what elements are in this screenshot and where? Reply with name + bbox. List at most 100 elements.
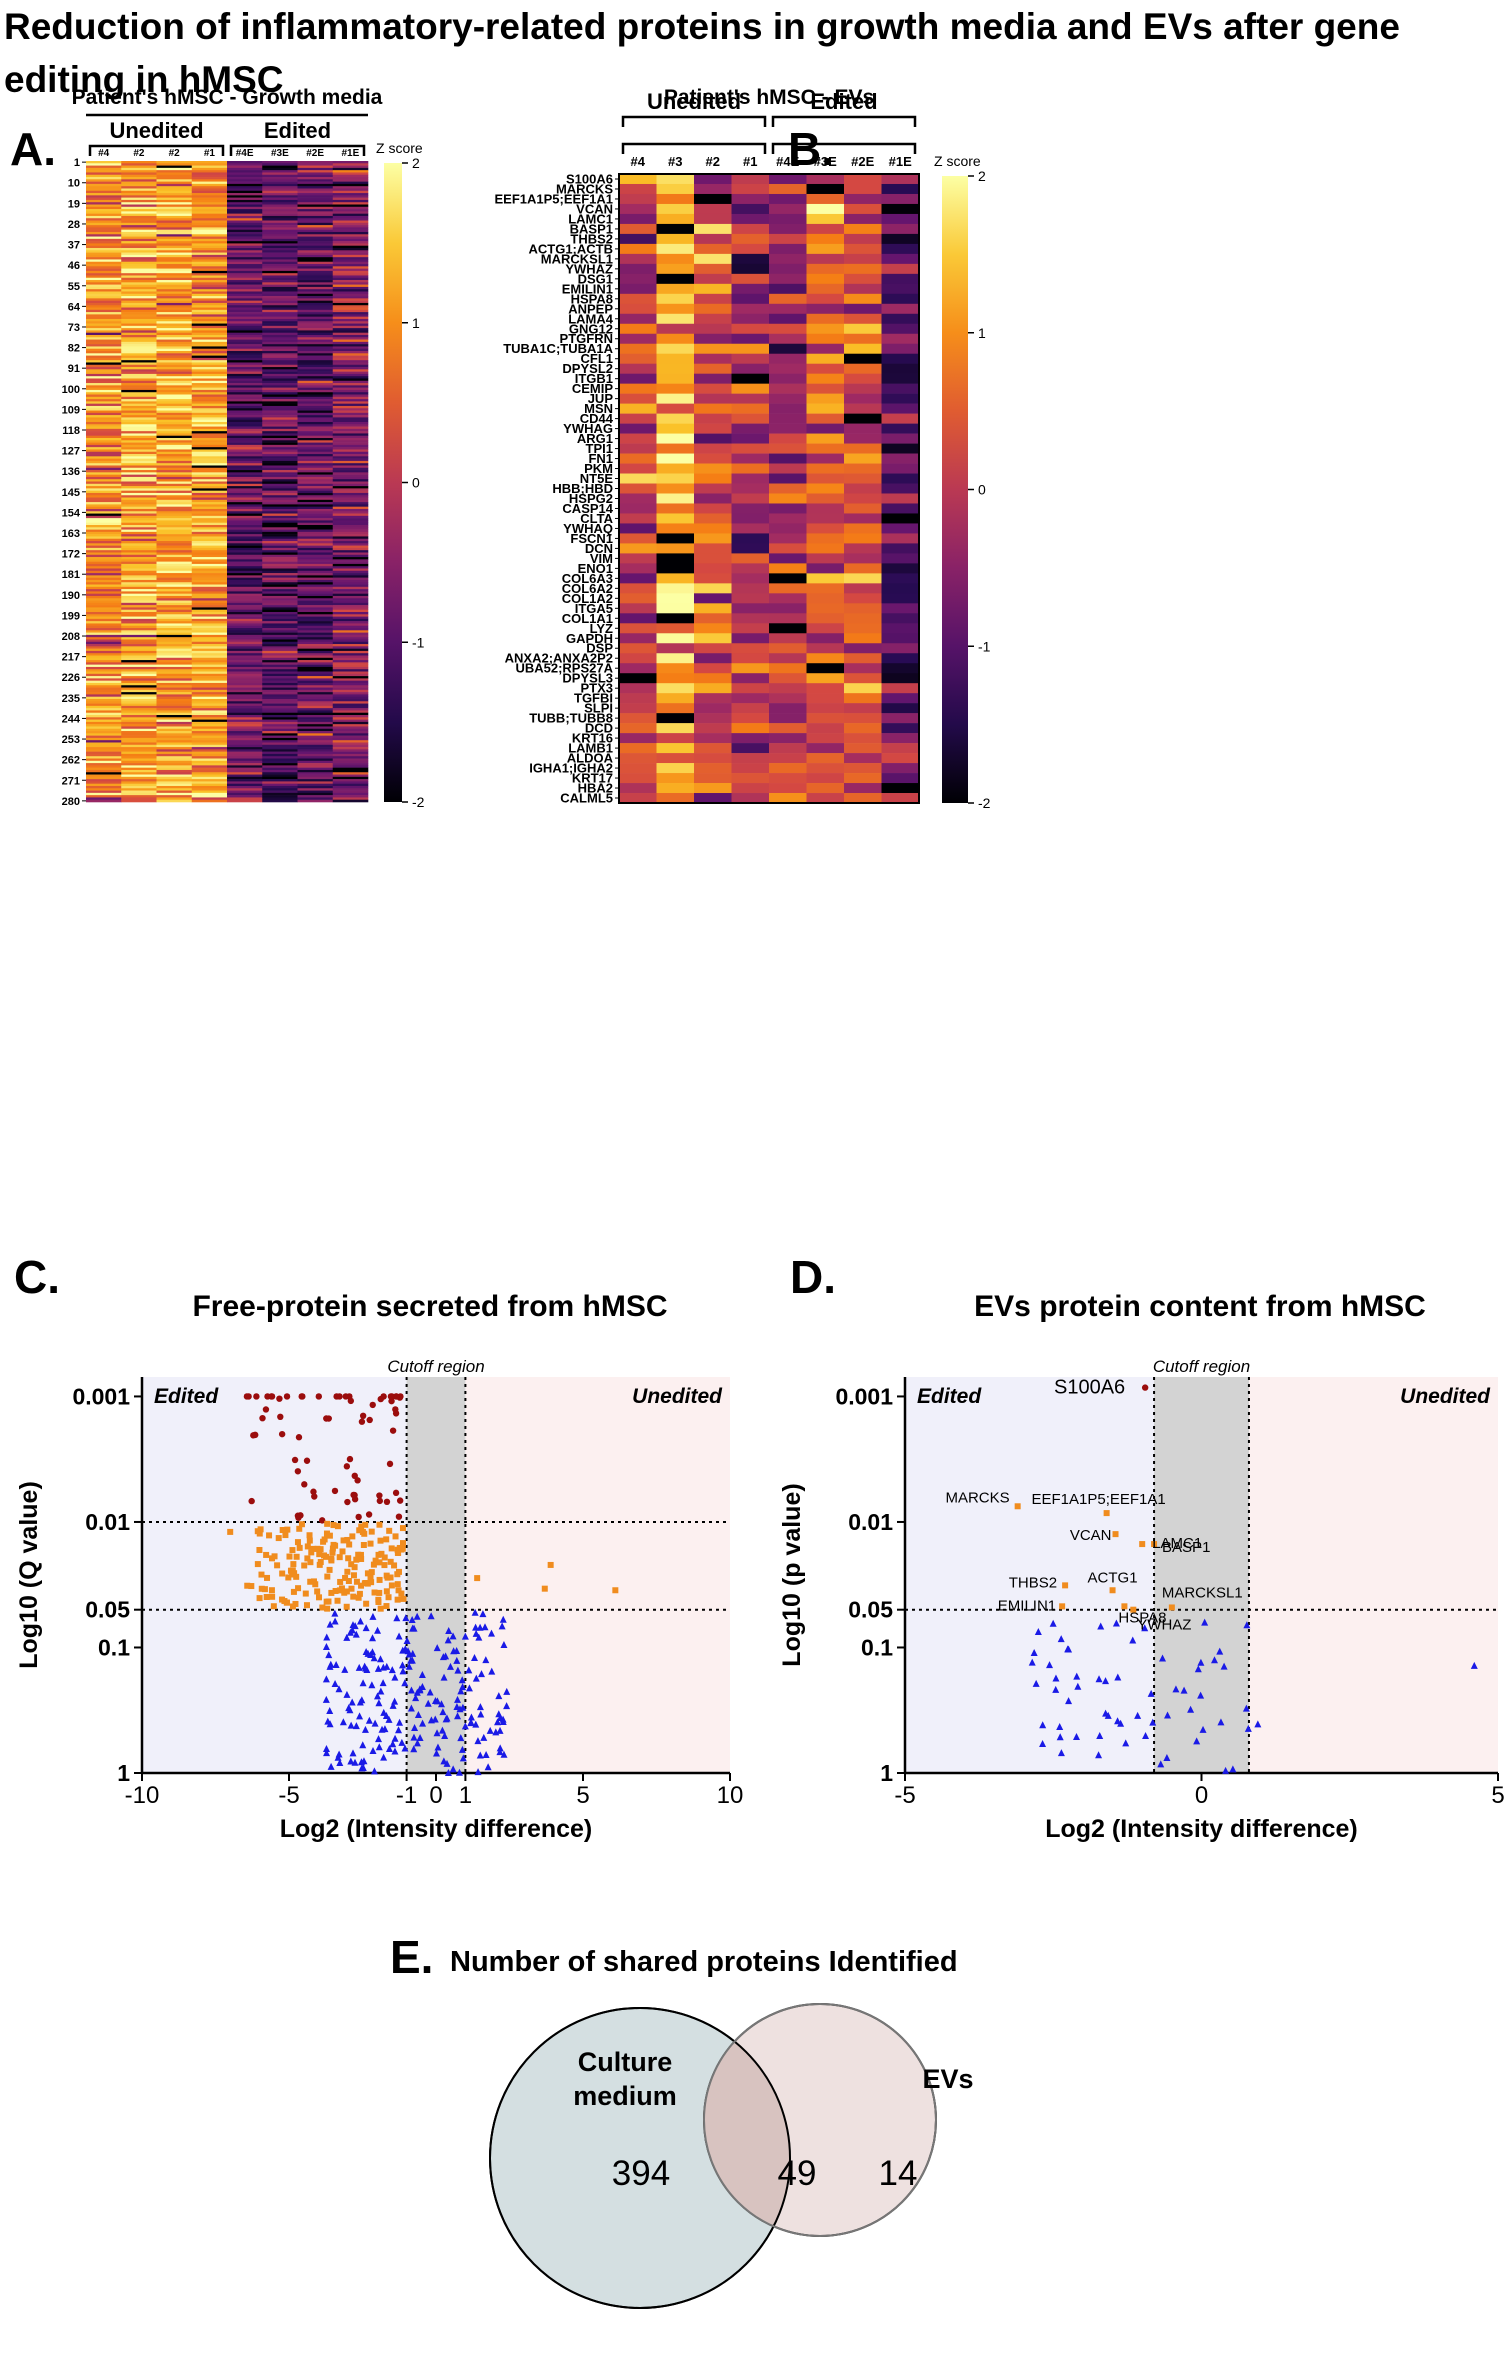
volcano-d-point (1159, 1654, 1167, 1662)
heatmap-a-cell (121, 488, 157, 491)
heatmap-b-cell (881, 253, 920, 265)
volcano-d-point (1073, 1732, 1081, 1740)
heatmap-a-cell (297, 598, 334, 601)
heatmap-b-cell (881, 543, 920, 554)
heatmap-a-cell (191, 401, 228, 404)
heatmap-a-cell (86, 318, 122, 322)
volcano-d-point (1073, 1672, 1081, 1680)
heatmap-a-cell (262, 293, 298, 297)
heatmap-a-cell (86, 527, 122, 530)
heatmap-a-cell (262, 465, 298, 469)
heatmap-a-cell (332, 541, 369, 544)
heatmap-a-cell (156, 575, 193, 578)
heatmap-a-cell (191, 428, 228, 432)
heatmap-b-cell (806, 613, 845, 624)
heatmap-b-cell (731, 313, 770, 325)
heatmap-a-cell (297, 247, 334, 251)
heatmap-a-cell (297, 474, 334, 478)
heatmap-a-cell (121, 628, 157, 631)
heatmap-a-cell (297, 440, 334, 443)
heatmap-a-cell (156, 653, 193, 656)
heatmap-a-cell (121, 518, 157, 521)
heatmap-a-cell (262, 444, 298, 448)
heatmap-b-cell (731, 673, 770, 684)
heatmap-b-cell (769, 503, 807, 514)
heatmap-a-cell (332, 710, 369, 714)
heatmap-b-cell (844, 233, 882, 245)
heatmap-b-cell (881, 313, 920, 325)
heatmap-a-cell (86, 566, 122, 569)
volcano-c-point (391, 1697, 399, 1705)
heatmap-a-cell (262, 174, 298, 178)
heatmap-a-cell (191, 547, 228, 551)
heatmap-a-cell (191, 593, 228, 597)
heatmap-b-cell (731, 663, 770, 674)
heatmap-a-cell (121, 767, 157, 771)
heatmap-a-cell (297, 607, 334, 610)
heatmap-b-cell (731, 623, 770, 634)
heatmap-a-cell (297, 742, 334, 746)
heatmap-a-cell (121, 222, 157, 226)
heatmap-a-cell (86, 573, 122, 576)
heatmap-a-cell (156, 357, 193, 361)
heatmap-a-cell (262, 799, 298, 803)
volcano-d-point (1229, 1765, 1237, 1773)
heatmap-a-cell (262, 788, 298, 791)
heatmap-b-cell (731, 273, 770, 285)
heatmap-b-cell (769, 433, 807, 444)
heatmap-a-cell (332, 353, 369, 356)
heatmap-a-cell (191, 632, 228, 636)
panel-title-c: Free-protein secreted from hMSC (192, 1290, 668, 1323)
heatmap-a-cell (121, 259, 157, 263)
heatmap-a-cell (156, 506, 193, 510)
heatmap-b-row-label: FN1 (588, 451, 613, 466)
heatmap-b-cell (806, 263, 845, 275)
heatmap-a-cell (332, 254, 369, 258)
heatmap-a-cell (86, 531, 122, 535)
heatmap-a-cell (227, 646, 263, 649)
heatmap-a-cell (86, 334, 122, 338)
heatmap-a-cell (262, 676, 298, 679)
heatmap-a-cell (86, 701, 122, 704)
heatmap-a-cell (121, 527, 157, 530)
heatmap-a-cell (262, 618, 298, 622)
heatmap-a-cell (86, 641, 122, 645)
heatmap-a-cell (332, 325, 369, 329)
heatmap-a-cell (156, 172, 193, 176)
heatmap-a-cell (121, 357, 157, 361)
heatmap-b-cell (806, 693, 845, 704)
volcano-c-y-tick-label: 1 (117, 1760, 130, 1786)
heatmap-b-cell (769, 783, 807, 794)
heatmap-a-cell (297, 202, 334, 205)
volcano-c-x-tick-label: 10 (717, 1782, 744, 1809)
heatmap-a-cell (262, 199, 298, 203)
volcano-c-point (359, 1679, 367, 1687)
heatmap-b-cell (619, 503, 657, 514)
volcano-c-point (499, 1717, 507, 1725)
heatmap-a-cell (297, 570, 334, 574)
heatmap-a-cell (227, 321, 263, 324)
heatmap-a-cell (332, 545, 369, 549)
heatmap-a-cell (297, 442, 334, 446)
volcano-c-point (458, 1745, 466, 1753)
heatmap-a-cell (86, 561, 122, 565)
heatmap-a-cell (191, 737, 228, 741)
heatmap-b-cell (844, 393, 882, 404)
heatmap-a-cell (156, 756, 193, 759)
heatmap-a-cell (332, 389, 369, 393)
heatmap-a-cell (262, 628, 298, 631)
heatmap-b-cell (844, 473, 882, 484)
heatmap-a-cell (121, 742, 157, 746)
heatmap-a-cell (156, 225, 193, 228)
volcano-c-point (376, 1576, 383, 1583)
heatmap-a-cell (262, 525, 298, 528)
heatmap-a-row-label: 235 (62, 693, 80, 705)
heatmap-b-cell (881, 603, 920, 614)
volcano-d-point (1141, 1624, 1149, 1632)
heatmap-a-cell (227, 371, 263, 375)
heatmap-a-cell (262, 570, 298, 574)
heatmap-a-cell (262, 680, 298, 684)
heatmap-a-cell (121, 534, 157, 537)
heatmap-b-cell (694, 313, 732, 325)
heatmap-b-cell (806, 563, 845, 574)
